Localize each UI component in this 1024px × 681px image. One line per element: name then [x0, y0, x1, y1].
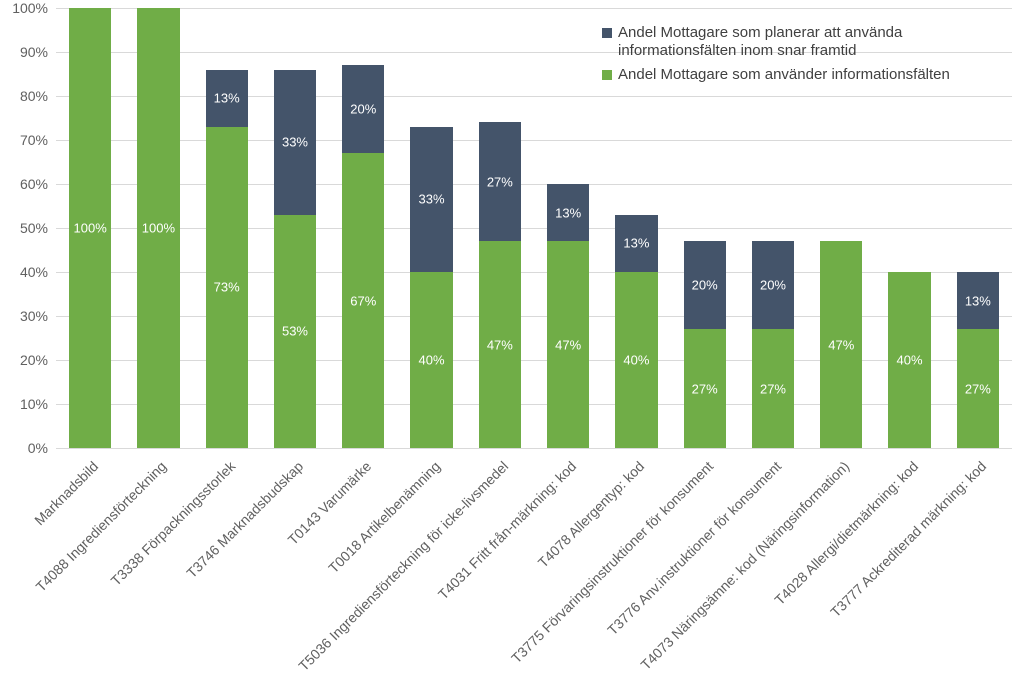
bar: 100% — [137, 8, 179, 448]
gridline — [56, 360, 1012, 361]
gridline — [56, 448, 1012, 449]
gridline — [56, 316, 1012, 317]
bar-value-label: 33% — [274, 135, 316, 150]
bar-segment-using: 47% — [547, 241, 589, 448]
bar-segment-planning: 13% — [615, 215, 657, 272]
bar-segment-using: 53% — [274, 215, 316, 448]
bar: 40% 33% — [410, 8, 452, 448]
bar-segment-using: 73% — [206, 127, 248, 448]
bar-segment-using: 100% — [69, 8, 111, 448]
bar-segment-planning: 33% — [274, 70, 316, 215]
bar-value-label: 27% — [957, 381, 999, 396]
y-axis-label: 50% — [0, 220, 48, 236]
bar-value-label: 20% — [684, 278, 726, 293]
bar-segment-using: 27% — [752, 329, 794, 448]
bar: 100% — [69, 8, 111, 448]
gridline — [56, 8, 1012, 9]
bar-segment-using: 67% — [342, 153, 384, 448]
bar: 73% 13% — [206, 8, 248, 448]
bar-segment-planning: 20% — [342, 65, 384, 153]
bar-value-label: 47% — [479, 337, 521, 352]
bar-value-label: 100% — [69, 221, 111, 236]
bar-value-label: 73% — [206, 280, 248, 295]
bar-value-label: 33% — [410, 192, 452, 207]
bar-segment-using: 40% — [888, 272, 930, 448]
gridline — [56, 228, 1012, 229]
bar-segment-planning: 13% — [547, 184, 589, 241]
y-axis-label: 0% — [0, 440, 48, 456]
bar-segment-using: 27% — [957, 329, 999, 448]
legend-swatch — [602, 28, 612, 38]
bar-value-label: 47% — [820, 337, 862, 352]
bar-value-label: 100% — [137, 221, 179, 236]
bar-segment-planning: 33% — [410, 127, 452, 272]
bar-value-label: 27% — [684, 381, 726, 396]
gridline — [56, 272, 1012, 273]
bar-segment-planning: 20% — [752, 241, 794, 329]
y-axis-label: 10% — [0, 396, 48, 412]
bar-value-label: 13% — [957, 293, 999, 308]
bar-value-label: 20% — [342, 102, 384, 117]
bar-value-label: 40% — [615, 353, 657, 368]
gridline — [56, 140, 1012, 141]
bar-value-label: 13% — [206, 91, 248, 106]
bar-value-label: 27% — [479, 174, 521, 189]
bar-value-label: 13% — [615, 236, 657, 251]
bar-value-label: 53% — [274, 324, 316, 339]
y-axis-label: 90% — [0, 44, 48, 60]
y-axis-label: 100% — [0, 0, 48, 16]
bar-value-label: 67% — [342, 293, 384, 308]
y-axis-label: 70% — [0, 132, 48, 148]
gridline — [56, 404, 1012, 405]
bar: 53% 33% — [274, 8, 316, 448]
chart-container: 100%100%73%13%53%33%67%20%40%33%47%27%47… — [0, 0, 1024, 669]
bar-value-label: 40% — [888, 353, 930, 368]
bar-segment-planning: 20% — [684, 241, 726, 329]
y-axis-label: 30% — [0, 308, 48, 324]
bar-value-label: 27% — [752, 381, 794, 396]
gridline — [56, 184, 1012, 185]
bar: 47% 13% — [547, 8, 589, 448]
y-axis-label: 80% — [0, 88, 48, 104]
legend-entry: Andel Mottagare som använder information… — [602, 66, 1002, 84]
bar-segment-using: 40% — [615, 272, 657, 448]
bar-segment-using: 47% — [479, 241, 521, 448]
bar-segment-planning: 13% — [206, 70, 248, 127]
gridline — [56, 96, 1012, 97]
y-axis-label: 60% — [0, 176, 48, 192]
legend-swatch — [602, 70, 612, 80]
bar-value-label: 13% — [547, 205, 589, 220]
bar-value-label: 47% — [547, 337, 589, 352]
bar-value-label: 20% — [752, 278, 794, 293]
bar-segment-using: 100% — [137, 8, 179, 448]
y-axis-label: 20% — [0, 352, 48, 368]
legend-text: Andel Mottagare som använder information… — [618, 66, 950, 84]
bar: 67% 20% — [342, 8, 384, 448]
bar-segment-using: 40% — [410, 272, 452, 448]
legend: Andel Mottagare som planerar att använda… — [602, 24, 1002, 90]
y-axis-label: 40% — [0, 264, 48, 280]
legend-text: Andel Mottagare som planerar att använda… — [618, 24, 1002, 60]
legend-entry: Andel Mottagare som planerar att använda… — [602, 24, 1002, 60]
x-axis-label: T4088 Ingrediensförteckning — [0, 458, 170, 681]
bar-segment-planning: 13% — [957, 272, 999, 329]
bar: 47% 27% — [479, 8, 521, 448]
bar-segment-using: 27% — [684, 329, 726, 448]
bar-value-label: 40% — [410, 353, 452, 368]
bar-segment-using: 47% — [820, 241, 862, 448]
bar-segment-planning: 27% — [479, 122, 521, 241]
